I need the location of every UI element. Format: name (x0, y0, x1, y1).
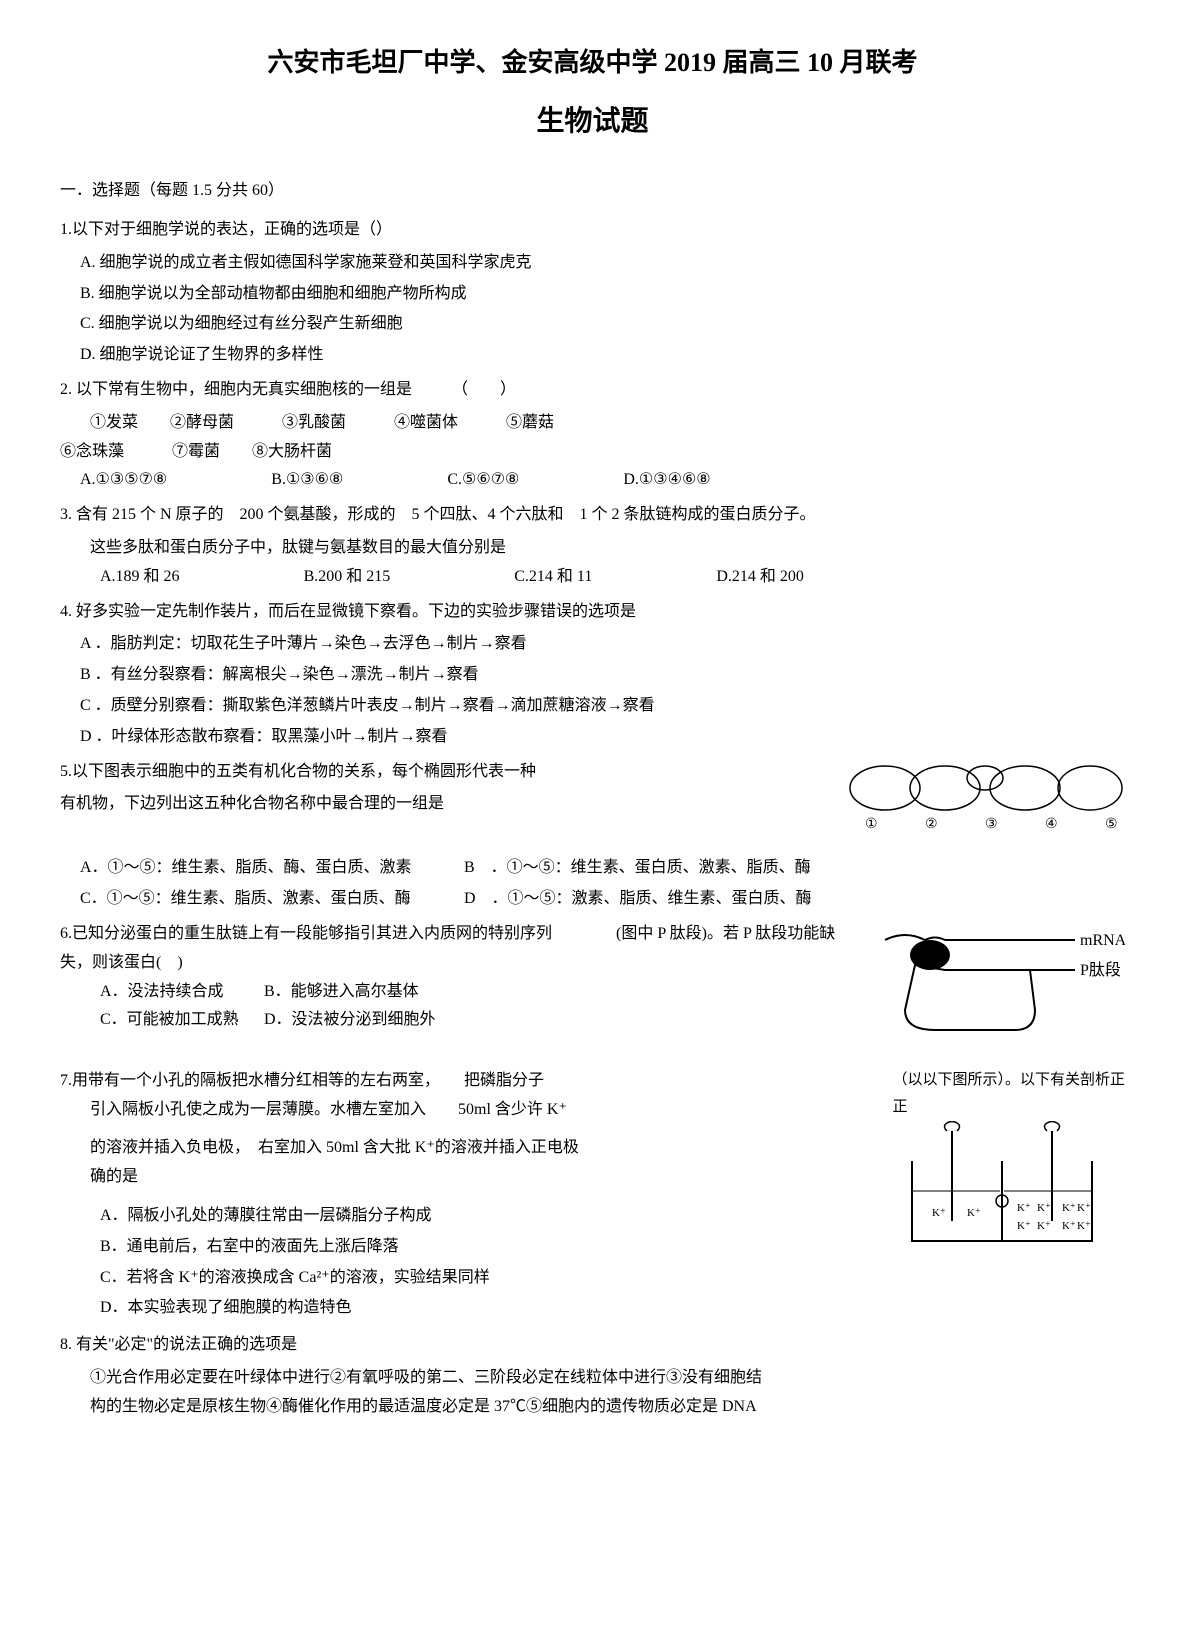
q7-option-a: A．隔板小孔处的薄膜往常由一层磷脂分子构成 (60, 1202, 872, 1231)
q8-line2: 构的生物必定是原核生物④酶催化作用的最适温度必定是 37℃⑤细胞内的遗传物质必定… (60, 1393, 1125, 1422)
q2-option-b: B.①③⑥⑧ (271, 466, 343, 495)
q7-text5: 确的是 (60, 1163, 872, 1192)
question-5: 5.以下图表示细胞中的五类有机化合物的关系，每个椭圆形代表一种 有机物，下边列出… (60, 758, 1125, 849)
q5-options-row1: A．①～⑤：维生素、脂质、酶、蛋白质、激素 B ．①～⑤：维生素、蛋白质、激素、… (60, 854, 1125, 883)
q5-option-c: C．①～⑤：维生素、脂质、激素、蛋白质、酶 (80, 885, 460, 914)
q3-option-c: C.214 和 11 (514, 563, 592, 592)
q1-option-b: B. 细胞学说以为全部动植物都由细胞和细胞产物所构成 (60, 280, 1125, 309)
q6-option-a: A．没法持续合成 (100, 978, 260, 1007)
svg-text:K⁺: K⁺ (1062, 1220, 1076, 1232)
question-8: 8. 有关"必定"的说法正确的选项是 ①光合作用必定要在叶绿体中进行②有氧呼吸的… (60, 1331, 1125, 1421)
q4-text: 4. 好多实验一定先制作装片，而后在显微镜下察看。下边的实验步骤错误的选项是 (60, 598, 1125, 627)
svg-text:K⁺: K⁺ (1017, 1202, 1031, 1214)
q8-text: 8. 有关"必定"的说法正确的选项是 (60, 1331, 1125, 1360)
q4-option-b: B ．有丝分裂察看：解离根尖→染色→漂洗→制片→察看 (60, 661, 1125, 690)
svg-text:K⁺: K⁺ (932, 1207, 946, 1219)
question-7: 7.用带有一个小孔的隔板把水槽分红相等的左右两室， 把磷脂分子 引入隔板小孔使之… (60, 1067, 1125, 1325)
svg-text:K⁺: K⁺ (1037, 1202, 1051, 1214)
q4-option-a: A ．脂肪判定：切取花生子叶薄片→染色→去浮色→制片→察看 (60, 630, 1125, 659)
q5-option-b: B ．①～⑤：维生素、蛋白质、激素、脂质、酶 (464, 859, 811, 876)
q2-options: A.①③⑤⑦⑧ B.①③⑥⑧ C.⑤⑥⑦⑧ D.①③④⑥⑧ (60, 466, 1125, 495)
q6-options-row2: C．可能被加工成熟 D．没法被分泌到细胞外 (60, 1006, 855, 1035)
q3-text1: 3. 含有 215 个 N 原子的 200 个氨基酸，形成的 5 个四肽、4 个… (60, 501, 1125, 530)
q2-option-a: A.①③⑤⑦⑧ (80, 466, 167, 495)
q6-option-b: B．能够进入高尔基体 (264, 983, 419, 1000)
q5-text1: 5.以下图表示细胞中的五类有机化合物的关系，每个椭圆形代表一种 (60, 758, 825, 787)
question-3: 3. 含有 215 个 N 原子的 200 个氨基酸，形成的 5 个四肽、4 个… (60, 501, 1125, 591)
q8-line1: ①光合作用必定要在叶绿体中进行②有氧呼吸的第二、三阶段必定在线粒体中进行③没有细… (60, 1364, 1125, 1393)
q2-option-c: C.⑤⑥⑦⑧ (447, 466, 519, 495)
svg-text:K⁺: K⁺ (1077, 1202, 1091, 1214)
title-sub: 生物试题 (60, 97, 1125, 147)
q6-line1: 6.已知分泌蛋白的重生肽链上有一段能够指引其进入内质网的特别序列 (图中 P 肽… (60, 920, 855, 949)
q7-option-d: D．本实验表现了细胞膜的构造特色 (60, 1294, 872, 1323)
svg-text:K⁺: K⁺ (1017, 1220, 1031, 1232)
q4-option-c: C ．质壁分别察看：撕取紫色洋葱鳞片叶表皮→制片→察看→滴加蔗糖溶液→察看 (60, 692, 1125, 721)
q7-diagram: K⁺ K⁺ K⁺ K⁺ K⁺ K⁺ K⁺ K⁺ K⁺ K⁺ (892, 1121, 1112, 1251)
q2-option-d: D.①③④⑥⑧ (623, 466, 710, 495)
q7-text4: （以以下图所示）。以下有关剖析正 (892, 1067, 1125, 1094)
q6-diagram: mRNA P肽段 (875, 920, 1125, 1061)
q7-option-c: C．若将含 K⁺的溶液换成含 Ca²⁺的溶液，实验结果同样 (60, 1264, 872, 1293)
q6-options-row1: A．没法持续合成 B．能够进入高尔基体 (60, 978, 855, 1007)
q3-option-b: B.200 和 215 (304, 563, 391, 592)
q3-option-d: D.214 和 200 (716, 563, 804, 592)
svg-text:②: ② (925, 817, 938, 832)
question-1: 1.以下对于细胞学说的表达，正确的选项是（） A. 细胞学说的成立者主假如德国科… (60, 216, 1125, 370)
q5-text2: 有机物，下边列出这五种化合物名称中最合理的一组是 (60, 790, 825, 819)
q5-option-d: D ．①～⑤：激素、脂质、维生素、蛋白质、酶 (464, 890, 812, 907)
svg-text:①: ① (865, 817, 878, 832)
q1-text: 1.以下对于细胞学说的表达，正确的选项是（） (60, 216, 1125, 245)
q7-text2: 引入隔板小孔使之成为一层薄膜。水槽左室加入 50ml 含少许 K⁺ (60, 1096, 872, 1125)
q7-text1: 7.用带有一个小孔的隔板把水槽分红相等的左右两室， 把磷脂分子 (60, 1067, 872, 1096)
question-6: 6.已知分泌蛋白的重生肽链上有一段能够指引其进入内质网的特别序列 (图中 P 肽… (60, 920, 1125, 1061)
q3-option-a: A.189 和 26 (100, 563, 180, 592)
q5-diagram: ① ② ③ ④ ⑤ (845, 758, 1125, 849)
svg-text:K⁺: K⁺ (967, 1207, 981, 1219)
q1-option-a: A. 细胞学说的成立者主假如德国科学家施莱登和英国科学家虎克 (60, 249, 1125, 278)
q1-option-d: D. 细胞学说论证了生物界的多样性 (60, 341, 1125, 370)
q2-items2: ⑥念珠藻 ⑦霉菌 ⑧大肠杆菌 (60, 438, 1125, 467)
title-main: 六安市毛坦厂中学、金安高级中学 2019 届高三 10 月联考 (60, 40, 1125, 87)
svg-text:K⁺: K⁺ (1077, 1220, 1091, 1232)
svg-text:P肽段: P肽段 (1080, 961, 1121, 979)
q1-option-c: C. 细胞学说以为细胞经过有丝分裂产生新细胞 (60, 310, 1125, 339)
q3-options: A.189 和 26 B.200 和 215 C.214 和 11 D.214 … (60, 563, 1125, 592)
q6-option-c: C．可能被加工成熟 (100, 1006, 260, 1035)
svg-text:④: ④ (1045, 817, 1058, 832)
q5-options-row2: C．①～⑤：维生素、脂质、激素、蛋白质、酶 D ．①～⑤：激素、脂质、维生素、蛋… (60, 885, 1125, 914)
question-5-options: A．①～⑤：维生素、脂质、酶、蛋白质、激素 B ．①～⑤：维生素、蛋白质、激素、… (60, 854, 1125, 914)
question-2: 2. 以下常有生物中，细胞内无真实细胞核的一组是 （ ） ①发菜 ②酵母菌 ③乳… (60, 376, 1125, 495)
svg-text:⑤: ⑤ (1105, 817, 1118, 832)
svg-text:③: ③ (985, 817, 998, 832)
q6-text3: 失，则该蛋白( ) (60, 949, 855, 978)
svg-text:K⁺: K⁺ (1062, 1202, 1076, 1214)
q6-option-d: D．没法被分泌到细胞外 (264, 1011, 436, 1028)
q7-right-column: （以以下图所示）。以下有关剖析正 正 K⁺ K⁺ K⁺ K⁺ K⁺ K⁺ K⁺ … (892, 1067, 1125, 1262)
q7-option-b: B．通电前后，右室中的液面先上涨后降落 (60, 1233, 872, 1262)
section-header: 一．选择题（每题 1.5 分共 60） (60, 177, 1125, 206)
q2-items: ①发菜 ②酵母菌 ③乳酸菌 ④噬菌体 ⑤蘑菇 (60, 409, 1125, 438)
svg-text:mRNA: mRNA (1080, 932, 1125, 949)
q7-line2: 的溶液并插入负电极， 右室加入 50ml 含大批 K⁺的溶液并插入正电极 (60, 1134, 872, 1163)
q3-text2: 这些多肽和蛋白质分子中，肽键与氨基数目的最大值分别是 (60, 534, 1125, 563)
svg-text:K⁺: K⁺ (1037, 1220, 1051, 1232)
q2-text: 2. 以下常有生物中，细胞内无真实细胞核的一组是 （ ） (60, 376, 1125, 405)
q4-option-d: D ．叶绿体形态散布察看：取黑藻小叶→制片→察看 (60, 723, 1125, 752)
question-4: 4. 好多实验一定先制作装片，而后在显微镜下察看。下边的实验步骤错误的选项是 A… (60, 598, 1125, 752)
q5-option-a: A．①～⑤：维生素、脂质、酶、蛋白质、激素 (80, 854, 460, 883)
